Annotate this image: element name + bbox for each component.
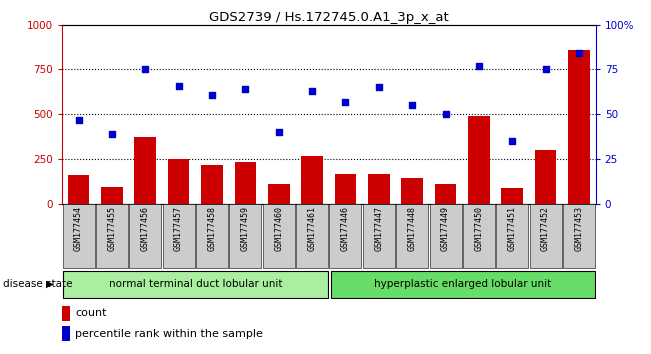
Point xyxy=(507,138,518,144)
Bar xyxy=(168,159,189,204)
Point xyxy=(574,51,584,56)
Point xyxy=(173,83,184,88)
Point xyxy=(407,102,417,108)
Bar xyxy=(496,204,528,268)
Bar xyxy=(62,306,70,320)
Text: GSM177451: GSM177451 xyxy=(508,206,517,251)
Bar xyxy=(335,174,356,204)
Bar xyxy=(101,188,123,204)
Bar xyxy=(130,204,161,268)
Bar xyxy=(62,204,94,268)
Bar xyxy=(368,174,390,204)
Text: normal terminal duct lobular unit: normal terminal duct lobular unit xyxy=(109,279,282,289)
Point xyxy=(440,111,450,117)
Point xyxy=(374,85,384,90)
Bar xyxy=(435,184,456,204)
Text: GSM177448: GSM177448 xyxy=(408,206,417,251)
Point xyxy=(140,67,150,72)
Bar xyxy=(329,204,361,268)
Text: GSM177452: GSM177452 xyxy=(541,206,550,251)
Bar xyxy=(263,204,295,268)
Point xyxy=(107,131,117,137)
Bar xyxy=(530,204,562,268)
Bar xyxy=(430,204,462,268)
Point xyxy=(74,117,84,122)
Bar xyxy=(62,270,328,298)
Point xyxy=(474,63,484,69)
Point xyxy=(540,67,551,72)
Point xyxy=(273,129,284,135)
Text: GSM177450: GSM177450 xyxy=(475,206,484,251)
Text: GSM177453: GSM177453 xyxy=(574,206,583,251)
Point xyxy=(340,99,351,104)
Text: hyperplastic enlarged lobular unit: hyperplastic enlarged lobular unit xyxy=(374,279,551,289)
Text: ▶: ▶ xyxy=(46,279,53,289)
Text: GSM177460: GSM177460 xyxy=(274,206,283,251)
Text: GSM177457: GSM177457 xyxy=(174,206,183,251)
Point xyxy=(207,92,217,97)
Bar xyxy=(468,116,490,204)
Bar xyxy=(68,175,89,204)
Text: GSM177461: GSM177461 xyxy=(307,206,316,251)
Bar xyxy=(163,204,195,268)
Bar xyxy=(501,188,523,204)
Text: GSM177454: GSM177454 xyxy=(74,206,83,251)
Text: GSM177458: GSM177458 xyxy=(208,206,217,251)
Bar xyxy=(62,326,70,341)
Text: count: count xyxy=(76,308,107,318)
Text: GSM177449: GSM177449 xyxy=(441,206,450,251)
Text: GSM177456: GSM177456 xyxy=(141,206,150,251)
Point xyxy=(307,88,317,94)
Text: GSM177459: GSM177459 xyxy=(241,206,250,251)
Text: percentile rank within the sample: percentile rank within the sample xyxy=(76,329,263,339)
Bar xyxy=(563,204,595,268)
Text: GSM177447: GSM177447 xyxy=(374,206,383,251)
Text: GSM177446: GSM177446 xyxy=(341,206,350,251)
Bar xyxy=(463,204,495,268)
Bar xyxy=(229,204,261,268)
Text: GSM177455: GSM177455 xyxy=(107,206,117,251)
Bar xyxy=(96,204,128,268)
Point xyxy=(240,86,251,92)
Bar xyxy=(268,184,290,204)
Bar xyxy=(363,204,395,268)
Bar xyxy=(568,50,590,204)
Bar xyxy=(201,165,223,204)
Bar xyxy=(401,178,423,204)
Bar xyxy=(234,161,256,204)
Text: disease state: disease state xyxy=(3,279,73,289)
Title: GDS2739 / Hs.172745.0.A1_3p_x_at: GDS2739 / Hs.172745.0.A1_3p_x_at xyxy=(209,11,449,24)
Bar xyxy=(134,137,156,204)
Bar xyxy=(534,150,557,204)
Bar xyxy=(196,204,228,268)
Bar xyxy=(331,270,595,298)
Bar xyxy=(301,156,323,204)
Bar xyxy=(296,204,328,268)
Bar xyxy=(396,204,428,268)
